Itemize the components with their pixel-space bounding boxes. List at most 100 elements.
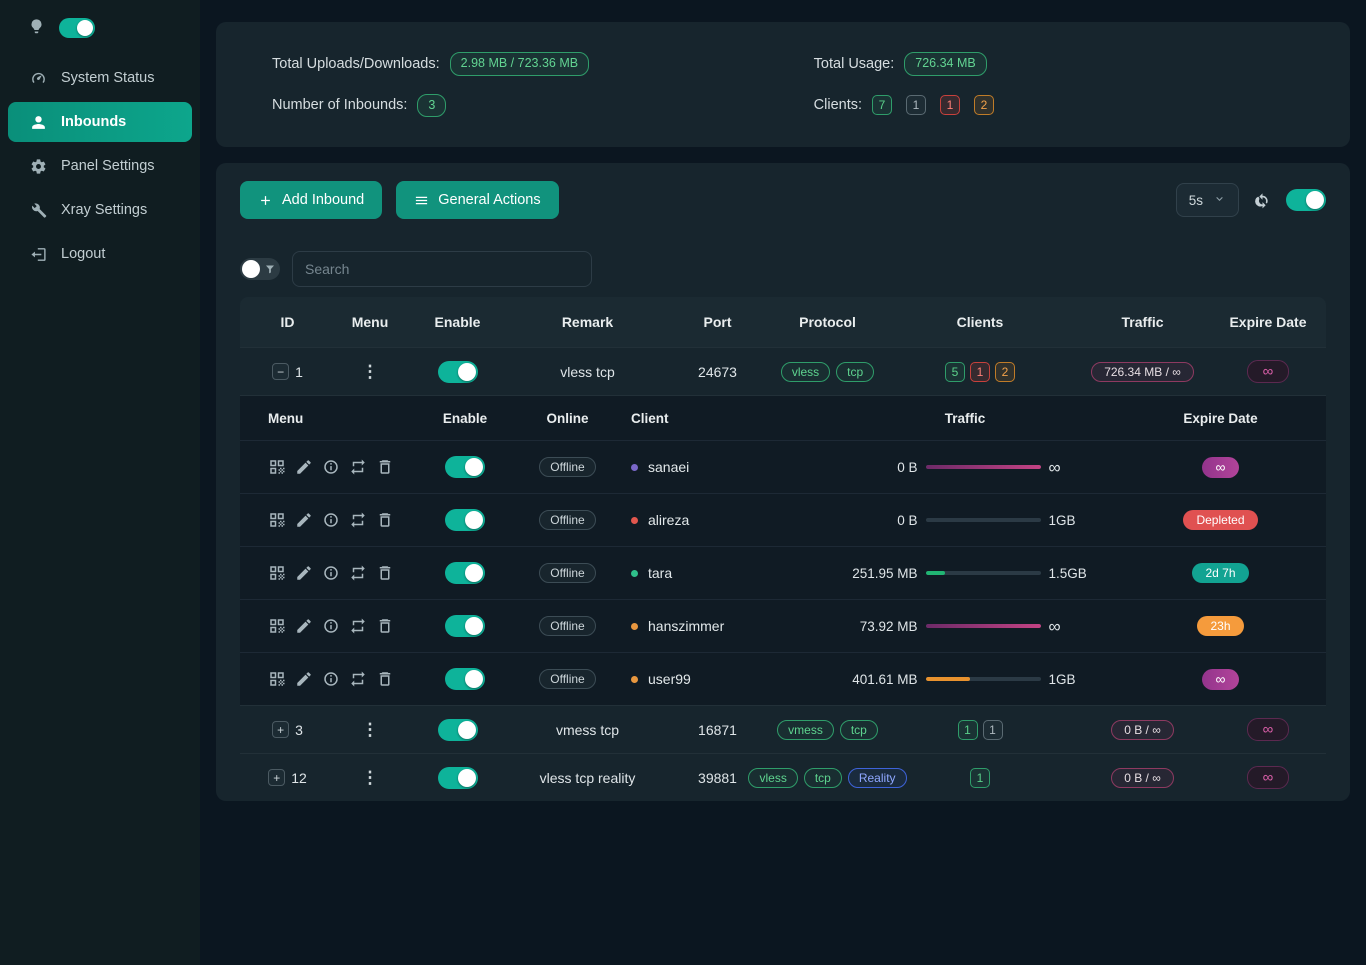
qr-code-icon[interactable]	[268, 564, 286, 582]
toolbar: Add Inbound General Actions 5s	[216, 163, 1350, 219]
info-icon[interactable]	[322, 564, 340, 582]
reset-traffic-icon[interactable]	[349, 670, 367, 688]
edit-icon[interactable]	[295, 670, 313, 688]
inbound-clients-cell: 1	[885, 767, 1075, 788]
sidebar-item-label: System Status	[61, 70, 155, 86]
column-header: Port	[703, 314, 732, 330]
sidebar-item-panel-settings[interactable]: Panel Settings	[8, 146, 192, 186]
expand-row-button[interactable]: +	[272, 721, 290, 738]
enable-toggle[interactable]	[445, 562, 485, 584]
delete-icon[interactable]	[376, 458, 394, 476]
stat-value-badge: 2.98 MB / 723.36 MB	[449, 52, 590, 76]
enable-toggle[interactable]	[445, 668, 485, 690]
client-column-header: Traffic	[944, 410, 986, 426]
reset-traffic-icon[interactable]	[349, 617, 367, 635]
expand-row-button[interactable]: +	[268, 769, 286, 786]
delete-icon[interactable]	[376, 511, 394, 529]
edit-icon[interactable]	[295, 511, 313, 529]
general-actions-label: General Actions	[438, 192, 541, 208]
toolbar-right: 5s	[1175, 183, 1326, 217]
inbound-menu-cell: ⋮	[335, 720, 405, 740]
row-menu-button[interactable]: ⋮	[361, 719, 379, 739]
client-menu-cell	[240, 458, 410, 476]
sidebar-item-xray-settings[interactable]: Xray Settings	[8, 190, 192, 230]
edit-icon[interactable]	[295, 564, 313, 582]
chevron-down-icon	[1213, 192, 1226, 208]
client-expire-cell: 23h	[1115, 616, 1326, 636]
info-icon[interactable]	[322, 617, 340, 635]
row-menu-button[interactable]: ⋮	[361, 361, 379, 381]
client-online-cell: Offline	[520, 563, 615, 583]
client-online-cell: Offline	[520, 669, 615, 689]
enable-toggle[interactable]	[437, 718, 478, 741]
online-status-badge: Offline	[539, 563, 596, 583]
sidebar-item-system-status[interactable]: System Status	[8, 58, 192, 98]
inbound-traffic-cell: 0 B / ∞	[1075, 719, 1210, 740]
toggle-knob	[465, 458, 483, 476]
client-traffic-cell: 401.61 MB 1GB	[815, 672, 1115, 687]
client-expire-cell: ∞	[1115, 456, 1326, 478]
filter-toggle[interactable]	[240, 258, 280, 280]
client-count-badge: 1	[906, 95, 927, 116]
enable-toggle[interactable]	[437, 766, 478, 789]
qr-code-icon[interactable]	[268, 617, 286, 635]
column-header: ID	[280, 314, 295, 330]
inbound-expire-cell: ∞	[1210, 718, 1326, 741]
refresh-icon[interactable]	[1253, 191, 1272, 210]
column-header: Protocol	[799, 314, 856, 330]
client-enable-cell	[410, 562, 520, 584]
online-status-badge: Offline	[539, 457, 596, 477]
client-expire-cell: Depleted	[1115, 510, 1326, 530]
search-input[interactable]	[292, 251, 592, 287]
stats-card: Total Uploads/Downloads: 2.98 MB / 723.3…	[216, 22, 1350, 147]
reset-traffic-icon[interactable]	[349, 564, 367, 582]
delete-icon[interactable]	[376, 617, 394, 635]
traffic-used: 401.61 MB	[852, 671, 918, 687]
enable-toggle[interactable]	[437, 360, 478, 383]
client-status-dot	[631, 569, 638, 577]
edit-icon[interactable]	[295, 458, 313, 476]
inbound-remark: vmess tcp	[555, 721, 619, 738]
qr-code-icon[interactable]	[268, 670, 286, 688]
edit-icon[interactable]	[295, 617, 313, 635]
stat-total-usage: Total Usage: 726.34 MB	[814, 52, 1294, 76]
sidebar-item-logout[interactable]: Logout	[8, 234, 192, 274]
info-icon[interactable]	[322, 458, 340, 476]
inbound-menu-cell: ⋮	[335, 768, 405, 788]
traffic-progress-bar	[925, 624, 1041, 628]
reset-traffic-icon[interactable]	[349, 511, 367, 529]
traffic-badge: 726.34 MB / ∞	[1091, 361, 1194, 382]
row-menu-button[interactable]: ⋮	[361, 767, 379, 787]
auto-refresh-toggle[interactable]	[1286, 189, 1326, 211]
column-header: Expire Date	[1229, 314, 1307, 330]
qr-code-icon[interactable]	[268, 458, 286, 476]
info-icon[interactable]	[322, 511, 340, 529]
client-name-cell: user99	[615, 671, 815, 687]
sidebar-item-inbounds[interactable]: Inbounds	[8, 102, 192, 142]
client-column-header: Enable	[442, 410, 488, 426]
enable-toggle[interactable]	[445, 456, 485, 478]
expire-badge: 2d 7h	[1192, 563, 1249, 583]
inbound-remark: vless tcp	[560, 363, 615, 380]
client-traffic-cell: 73.92 MB ∞	[815, 618, 1115, 635]
theme-toggle[interactable]	[59, 18, 95, 38]
traffic-badge: 0 B / ∞	[1111, 767, 1174, 788]
stat-label: Clients:	[813, 97, 863, 114]
delete-icon[interactable]	[376, 670, 394, 688]
inbound-row: + 12 ⋮ vless tcp reality 39881 vless tcp R…	[240, 753, 1326, 801]
refresh-interval-select[interactable]: 5s	[1175, 183, 1239, 217]
enable-toggle[interactable]	[445, 509, 485, 531]
inbound-id-cell: + 12	[240, 769, 335, 786]
delete-icon[interactable]	[376, 564, 394, 582]
client-row: Offline hanszimmer 73.92 MB ∞ 23h	[240, 599, 1326, 652]
collapse-row-button[interactable]: −	[272, 363, 290, 380]
general-actions-button[interactable]: General Actions	[396, 181, 559, 219]
add-inbound-button[interactable]: Add Inbound	[240, 181, 383, 219]
qr-code-icon[interactable]	[268, 511, 286, 529]
info-icon[interactable]	[322, 670, 340, 688]
client-traffic-cell: 251.95 MB 1.5GB	[815, 566, 1115, 581]
enable-toggle[interactable]	[445, 615, 485, 637]
reset-traffic-icon[interactable]	[349, 458, 367, 476]
